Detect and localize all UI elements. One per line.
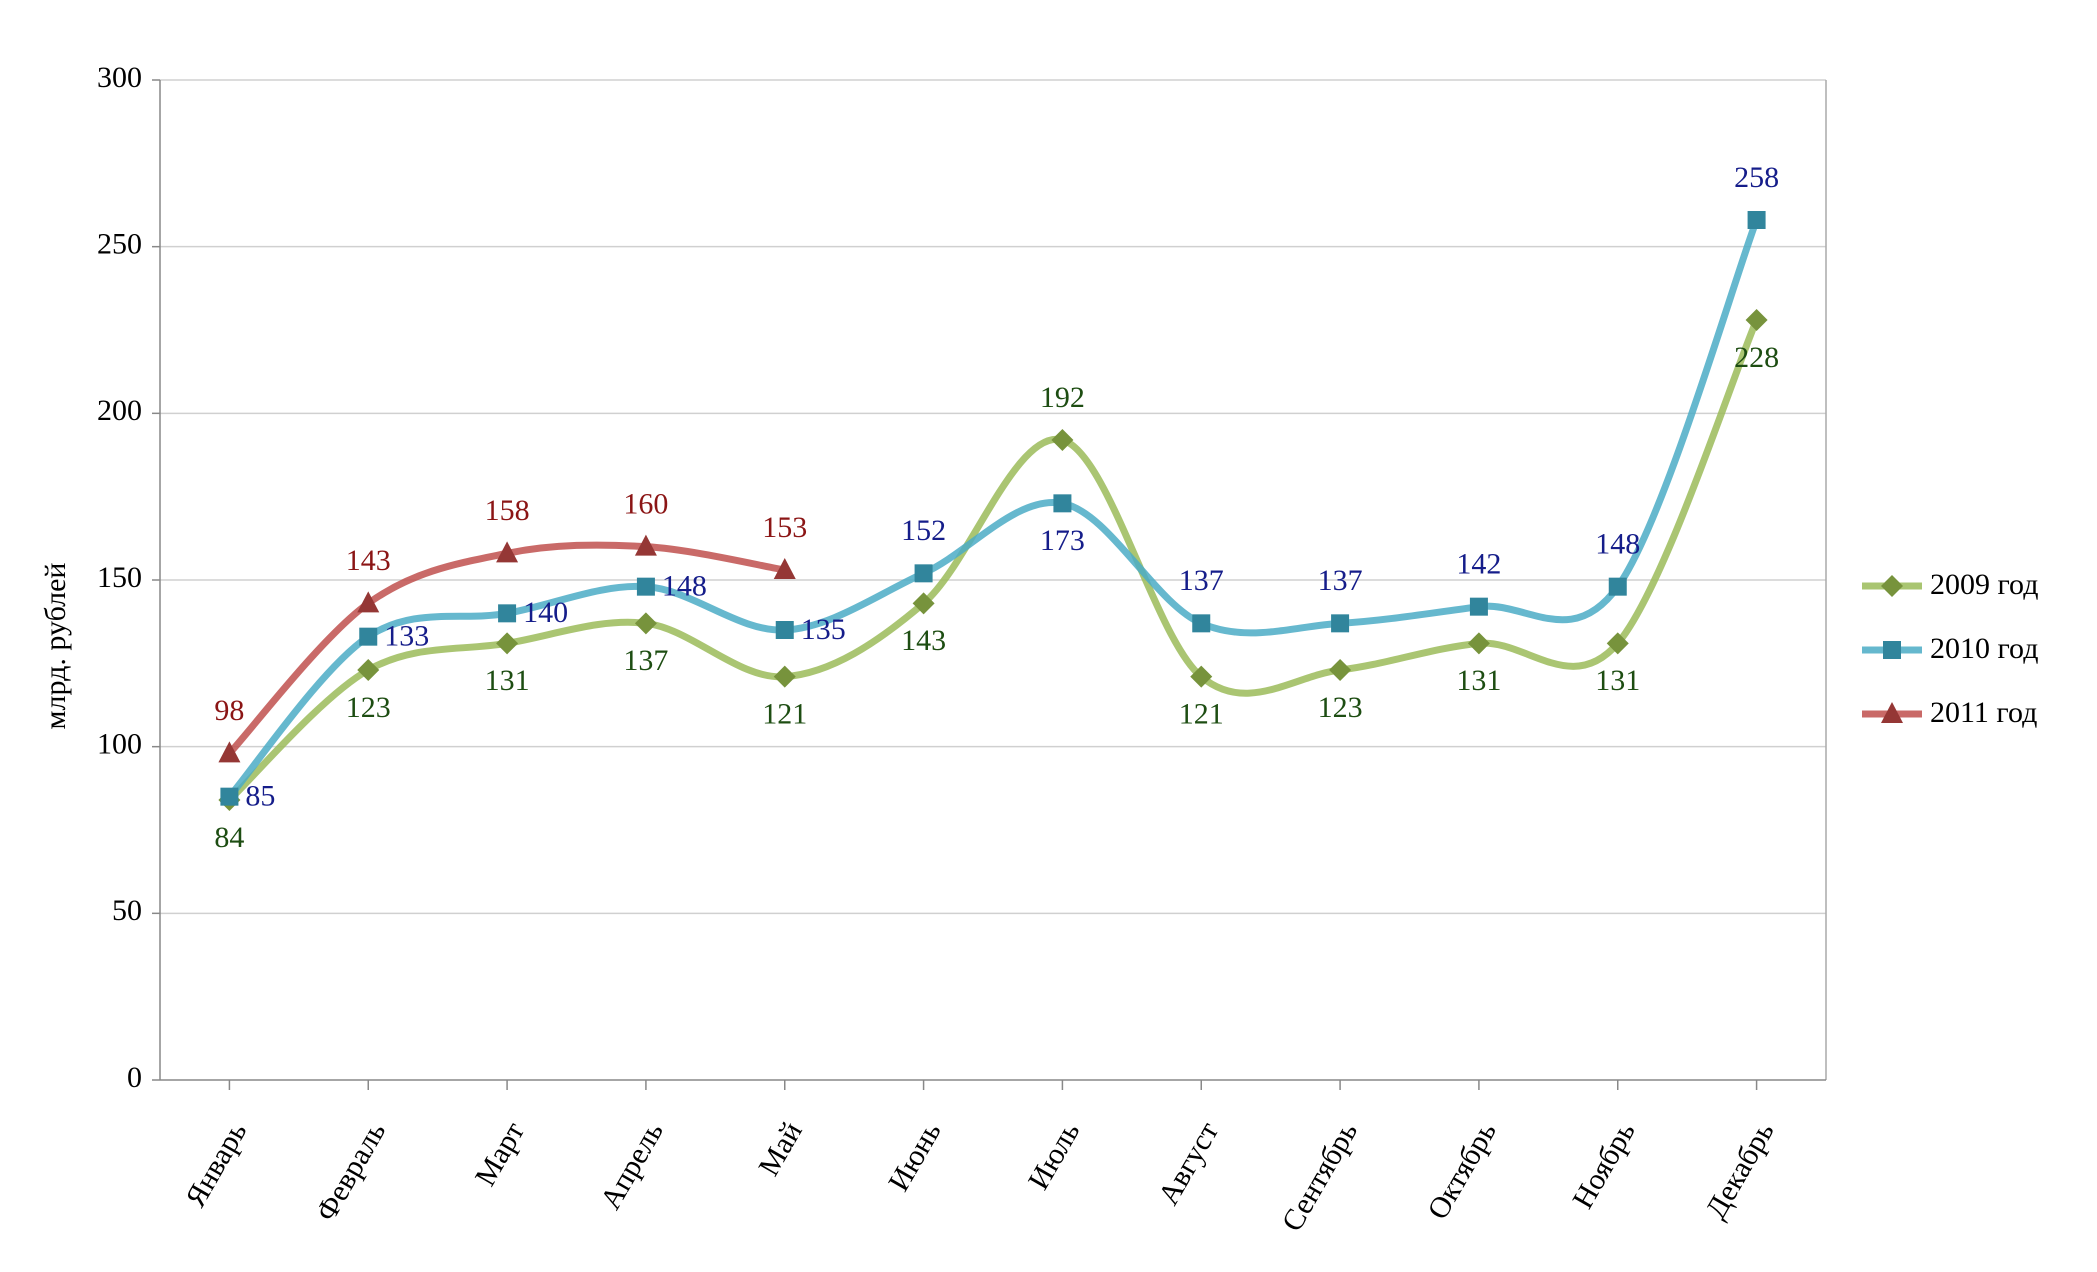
data-label: 143	[346, 544, 391, 577]
x-tick-label: Август	[1152, 1116, 1225, 1210]
data-label: 152	[901, 514, 946, 547]
legend-label: 2010 год	[1930, 632, 2038, 665]
x-tick-label: Ноябрь	[1566, 1116, 1642, 1214]
marker	[912, 592, 935, 615]
x-tick-label: Январь	[179, 1116, 254, 1212]
y-tick-label: 300	[97, 61, 142, 94]
marker	[636, 577, 655, 596]
y-tick-label: 50	[112, 894, 142, 927]
legend-label: 2011 год	[1930, 696, 2037, 729]
marker	[496, 541, 519, 563]
marker	[1745, 309, 1768, 331]
marker	[1606, 632, 1629, 655]
data-label: 123	[346, 691, 391, 724]
marker	[773, 665, 796, 688]
data-label: 173	[1040, 524, 1085, 557]
marker	[357, 659, 380, 681]
series-line	[225, 316, 1761, 804]
marker	[1608, 577, 1627, 596]
y-axis-label: млрд. рублей	[39, 563, 72, 730]
marker	[773, 558, 796, 579]
x-tick-label: Май	[752, 1116, 809, 1181]
data-label: 228	[1734, 341, 1779, 374]
data-label: 143	[901, 624, 946, 657]
y-tick-label: 150	[97, 561, 142, 594]
marker	[1883, 641, 1901, 659]
data-label: 148	[662, 570, 707, 603]
data-label: 137	[1179, 564, 1224, 597]
data-label: 85	[245, 780, 275, 813]
marker	[914, 564, 933, 583]
data-label: 148	[1595, 528, 1640, 561]
data-label: 142	[1456, 548, 1501, 581]
marker	[1192, 614, 1211, 633]
x-tick-label: Июнь	[882, 1116, 947, 1196]
data-label: 131	[1456, 664, 1501, 697]
marker	[634, 612, 657, 635]
data-label: 121	[1179, 698, 1224, 731]
y-tick-label: 250	[97, 228, 142, 261]
data-label: 123	[1318, 691, 1363, 724]
y-tick-label: 200	[97, 394, 142, 427]
marker	[357, 591, 380, 613]
x-tick-label: Сентябрь	[1275, 1116, 1364, 1237]
series-line	[225, 216, 1761, 801]
marker	[498, 604, 517, 623]
marker	[1881, 702, 1903, 723]
data-label: 131	[1595, 664, 1640, 697]
marker	[1053, 494, 1072, 513]
data-label: 133	[384, 620, 429, 653]
data-label: 135	[801, 613, 846, 646]
legend-label: 2009 год	[1930, 568, 2038, 601]
series-line	[225, 541, 789, 757]
x-tick-label: Июль	[1022, 1116, 1087, 1195]
marker	[1051, 429, 1074, 451]
data-label: 192	[1040, 381, 1085, 414]
marker	[1469, 597, 1488, 616]
marker	[634, 534, 657, 556]
data-label: 160	[623, 488, 668, 521]
y-tick-label: 0	[127, 1061, 142, 1094]
data-label: 158	[485, 494, 530, 527]
marker	[1190, 665, 1213, 688]
marker	[218, 741, 241, 763]
marker	[1467, 632, 1490, 655]
data-label: 137	[623, 644, 668, 677]
marker	[1747, 211, 1766, 229]
data-label: 137	[1318, 564, 1363, 597]
marker	[1331, 614, 1350, 633]
marker	[496, 632, 519, 655]
x-tick-label: Апрель	[594, 1116, 670, 1215]
y-tick-label: 100	[97, 728, 142, 761]
data-label: 98	[214, 694, 244, 727]
marker	[775, 621, 794, 639]
data-label: 140	[523, 596, 568, 629]
data-label: 84	[214, 821, 244, 854]
data-label: 131	[485, 664, 530, 697]
marker	[359, 627, 378, 646]
marker	[220, 787, 239, 806]
marker	[1329, 659, 1352, 681]
marker	[1881, 575, 1903, 597]
x-tick-label: Март	[469, 1116, 531, 1191]
x-tick-label: Декабрь	[1699, 1116, 1780, 1224]
x-tick-label: Февраль	[309, 1116, 392, 1226]
data-label: 258	[1734, 161, 1779, 194]
data-label: 153	[762, 511, 807, 544]
data-label: 121	[762, 698, 807, 731]
x-tick-label: Октябрь	[1421, 1116, 1503, 1225]
